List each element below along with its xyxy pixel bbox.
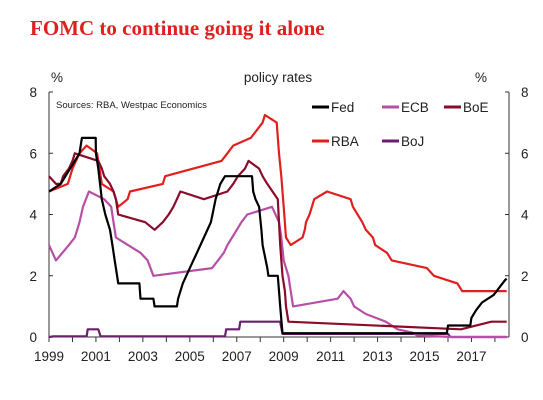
series-layer [47, 113, 508, 339]
x-tick-label: 2005 [175, 349, 205, 364]
y-tick-label-left: 0 [29, 330, 37, 345]
chart-title: policy rates [244, 70, 313, 85]
legend-label-rba: RBA [331, 134, 359, 149]
series-line-boe [48, 152, 507, 331]
x-tick-label: 2017 [456, 349, 486, 364]
x-tick-label: 2013 [363, 349, 393, 364]
left-axis-unit: % [51, 70, 63, 85]
x-tick-label: 2003 [128, 349, 158, 364]
x-tick-label: 1999 [34, 349, 64, 364]
y-tick-label-right: 8 [521, 85, 529, 100]
series-line-ecb [47, 190, 507, 339]
x-tick-label: 2009 [269, 349, 299, 364]
series-line-fed [48, 136, 508, 335]
x-tick-label: 2007 [222, 349, 252, 364]
headline: FOMC to continue going it alone [30, 16, 325, 40]
legend-label-ecb: ECB [401, 100, 429, 115]
x-tick-label: 2011 [316, 349, 345, 364]
legend-label-boe: BoE [463, 100, 489, 115]
y-tick-label-left: 2 [29, 269, 37, 284]
right-axis-unit: % [475, 70, 487, 85]
y-tick-label-right: 0 [521, 330, 529, 345]
y-tick-label-right: 4 [521, 208, 529, 223]
legend-label-boj: BoJ [401, 134, 424, 149]
x-tick-label: 2001 [81, 349, 111, 364]
legend-label-fed: Fed [331, 100, 354, 115]
legend: Fed ECB BoE RBA BoJ [312, 100, 489, 149]
source-note: Sources: RBA, Westpac Economics [56, 100, 207, 111]
y-tick-label-left: 8 [29, 85, 37, 100]
x-tick-label: 2015 [409, 349, 439, 364]
y-tick-label-right: 2 [521, 269, 529, 284]
y-tick-label-left: 6 [29, 146, 37, 161]
series-line-rba [48, 113, 507, 293]
y-tick-label-left: 4 [29, 208, 37, 223]
y-tick-label-right: 6 [521, 146, 529, 161]
